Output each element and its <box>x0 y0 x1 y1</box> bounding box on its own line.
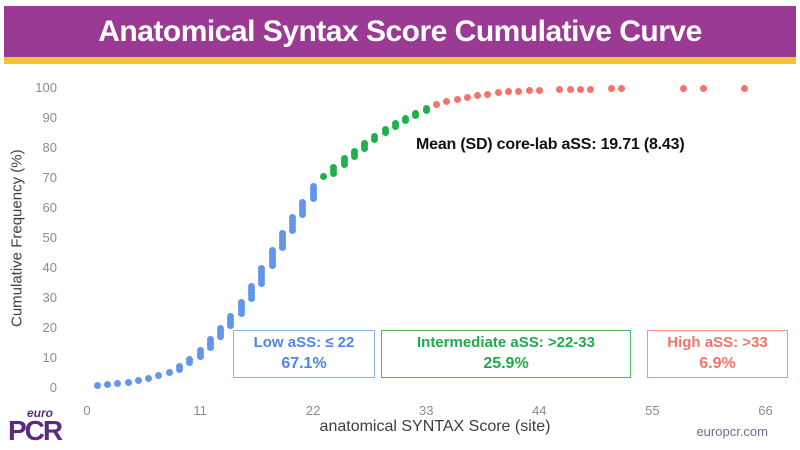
data-point <box>566 86 574 93</box>
data-point <box>474 92 482 99</box>
data-point <box>258 264 266 272</box>
legend-box-high-percent: 6.9% <box>699 355 736 373</box>
y-tick-10: 10 <box>42 350 57 365</box>
data-point <box>124 378 132 386</box>
x-tick-66: 66 <box>758 403 773 418</box>
data-point <box>576 85 584 93</box>
legend-box-low: Low aSS: ≤ 22 67.1% <box>233 330 375 378</box>
data-point <box>289 214 297 222</box>
y-tick-40: 40 <box>42 260 57 275</box>
data-point <box>289 223 297 231</box>
data-point <box>114 380 122 387</box>
data-point <box>93 382 101 390</box>
data-point <box>484 90 492 98</box>
data-point <box>361 139 369 147</box>
data-point <box>247 282 255 290</box>
y-axis-label: Cumulative Frequency (%) <box>8 149 26 327</box>
data-point <box>350 147 358 155</box>
y-tick-20: 20 <box>42 320 57 335</box>
mean-annotation: Mean (SD) core-lab aSS: 19.71 (8.43) <box>416 136 685 153</box>
data-point <box>381 125 389 133</box>
data-point <box>494 89 502 97</box>
data-point <box>340 155 348 163</box>
data-point <box>186 355 194 363</box>
data-point <box>504 88 512 96</box>
data-point <box>587 85 595 93</box>
data-point <box>268 246 276 254</box>
accent-bar <box>4 57 796 64</box>
legend-box-high: High aSS: >33 6.9% <box>647 330 788 378</box>
data-point <box>463 93 471 101</box>
data-point <box>371 136 379 144</box>
data-point <box>319 172 327 180</box>
data-point <box>196 346 204 354</box>
legend-box-intermediate: Intermediate aSS: >22-33 25.9% <box>381 330 631 378</box>
data-point <box>145 375 153 383</box>
x-tick-33: 33 <box>419 403 434 418</box>
x-tick-44: 44 <box>532 403 547 418</box>
data-point <box>237 298 245 306</box>
data-point <box>227 313 235 321</box>
data-point <box>412 109 420 117</box>
data-point <box>618 85 626 93</box>
data-point <box>433 101 441 109</box>
data-point <box>515 87 523 95</box>
data-point <box>309 183 317 191</box>
data-point <box>176 362 184 370</box>
data-point <box>443 98 451 106</box>
data-point <box>535 86 543 94</box>
data-point <box>391 119 399 127</box>
data-point <box>525 86 533 94</box>
data-point <box>741 84 749 92</box>
title-bar: Anatomical Syntax Score Cumulative Curve <box>4 6 796 57</box>
y-tick-30: 30 <box>42 290 57 305</box>
data-point <box>453 95 461 103</box>
y-tick-70: 70 <box>42 170 57 185</box>
europcr-logo-euro-text: euro <box>27 406 54 420</box>
legend-box-low-label: Low aSS: ≤ 22 <box>253 334 355 352</box>
y-tick-100: 100 <box>35 80 57 95</box>
data-point <box>186 359 194 367</box>
data-point <box>104 381 112 389</box>
x-axis-label: anatomical SYNTAX Score (site) <box>319 418 551 435</box>
data-point <box>206 335 214 343</box>
data-point <box>217 325 225 333</box>
x-tick-55: 55 <box>645 403 660 418</box>
legend-box-intermediate-label: Intermediate aSS: >22-33 <box>416 334 595 352</box>
x-tick-11: 11 <box>193 403 207 418</box>
data-point <box>165 368 173 376</box>
data-point <box>371 132 379 140</box>
data-point <box>556 86 564 94</box>
data-point <box>607 85 615 93</box>
page-title: Anatomical Syntax Score Cumulative Curve <box>98 14 702 48</box>
y-tick-0: 0 <box>49 380 57 395</box>
europcr-website-link: europcr.com <box>696 424 768 439</box>
europcr-logo: euro PCR <box>8 406 78 446</box>
data-point <box>330 163 338 171</box>
y-tick-50: 50 <box>42 230 57 245</box>
y-tick-60: 60 <box>42 200 57 215</box>
data-point <box>134 377 142 385</box>
data-point <box>155 372 163 380</box>
y-tick-90: 90 <box>42 110 57 125</box>
data-point <box>422 105 430 113</box>
data-point <box>679 85 687 93</box>
legend-box-high-label: High aSS: >33 <box>667 334 768 352</box>
x-tick-22: 22 <box>305 403 321 418</box>
data-point <box>700 84 708 92</box>
legend-box-intermediate-percent: 25.9% <box>483 355 529 373</box>
data-point <box>299 198 307 206</box>
y-tick-80: 80 <box>42 140 57 155</box>
europcr-logo-pcr-text: PCR <box>8 415 63 446</box>
data-point <box>278 230 286 237</box>
data-point <box>402 114 410 122</box>
legend-box-low-percent: 67.1% <box>281 355 327 373</box>
x-tick-0: 0 <box>83 403 91 418</box>
